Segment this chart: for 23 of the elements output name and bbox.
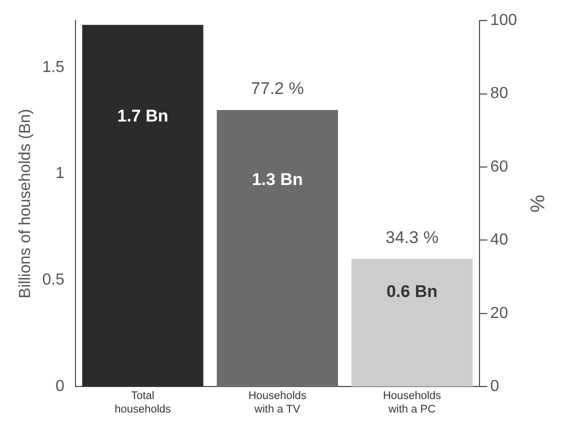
y-axis-title: Billions of households (Bn) xyxy=(17,108,34,298)
y2-axis-title: % xyxy=(525,194,548,213)
x-tick-label: Households with a TV xyxy=(248,390,307,416)
y-tick-label: 0.5 xyxy=(42,272,65,289)
y-tick-label: 0 xyxy=(56,378,65,396)
y2-tick-label: 40 xyxy=(490,232,508,249)
y2-tick-label: 80 xyxy=(490,85,508,102)
y2-tick-label: 100 xyxy=(490,12,518,30)
x-tick-label: Households with a PC xyxy=(382,390,442,416)
data-label: 1.3 Bn xyxy=(252,170,303,190)
y-tick-label: 1 xyxy=(56,165,65,182)
annotation: 34.3 % xyxy=(386,228,438,247)
bar xyxy=(351,258,473,387)
data-label: 1.7 Bn xyxy=(117,106,168,126)
x-tick-label: Total households xyxy=(114,390,172,416)
y-tick-label: 1.5 xyxy=(42,58,65,76)
y2-tick-label: 60 xyxy=(490,158,508,176)
y2-tick-label: 20 xyxy=(490,304,508,322)
bar xyxy=(216,110,338,387)
annotation: 77.2 % xyxy=(250,78,304,98)
y2-tick-label: 0 xyxy=(490,378,500,396)
data-label: 0.6 Bn xyxy=(386,282,438,301)
bar xyxy=(82,24,204,387)
